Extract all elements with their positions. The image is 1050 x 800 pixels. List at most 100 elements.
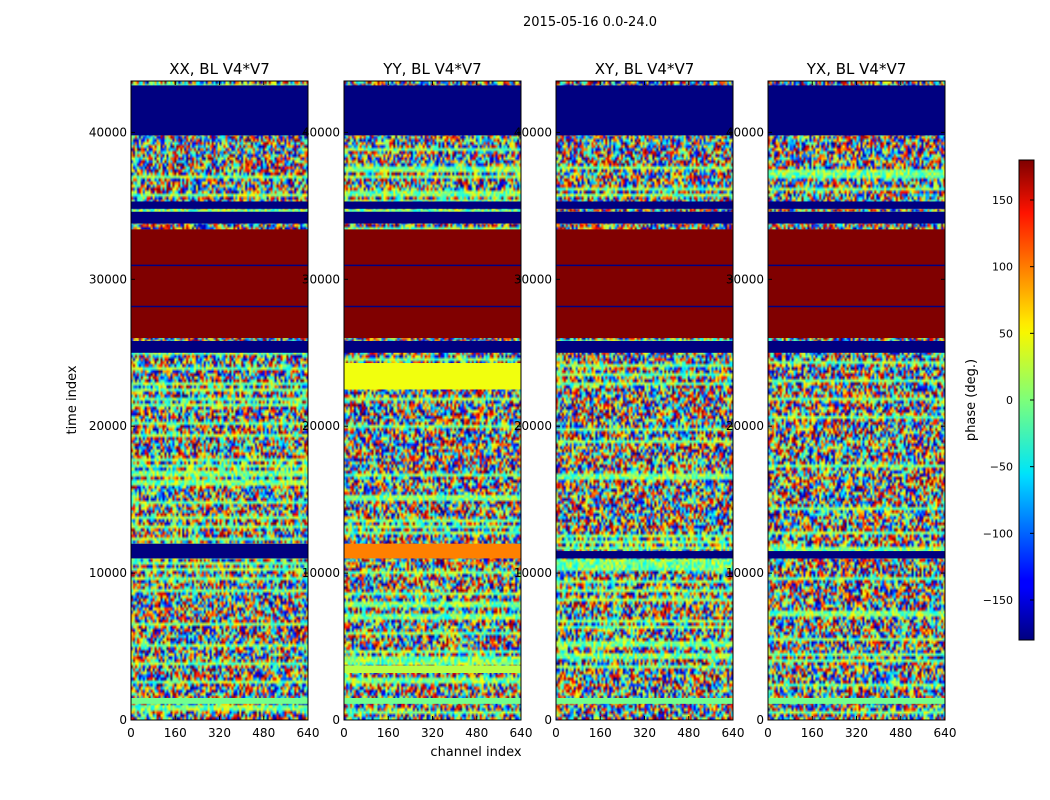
y-axis-label: time index [65, 365, 80, 434]
x-tick-label: 320 [633, 726, 656, 740]
phase-band [344, 229, 521, 339]
y-tick-label: 0 [756, 713, 764, 727]
phase-band [556, 211, 733, 224]
heatmap-panels: XX, BL V4*V7 0 160 320 480 640 0 10000 20000 3000… [89, 60, 957, 740]
x-tick-label: 480 [889, 726, 912, 740]
phase-band [556, 201, 733, 209]
phase-band [768, 201, 945, 209]
panel-4: YX, BL V4*V7 0 160 320 480 640 0 10000 20000 3000… [726, 60, 957, 740]
x-axis-label: channel index [430, 745, 521, 760]
band-line [131, 305, 308, 308]
y-tick-label: 30000 [89, 272, 127, 286]
phase-band [768, 551, 945, 559]
y-tick-label: 30000 [726, 272, 764, 286]
colorbar-tick-label: −50 [990, 461, 1013, 474]
x-tick-label: 480 [465, 726, 488, 740]
phase-band [768, 211, 945, 224]
phase-band [768, 229, 945, 339]
colorbar-tick-label: −100 [983, 527, 1013, 540]
phase-band [556, 341, 733, 353]
phase-band [131, 211, 308, 224]
y-tick-label: 10000 [89, 566, 127, 580]
x-tick-label: 640 [722, 726, 745, 740]
x-tick-label: 480 [677, 726, 700, 740]
band-line [768, 264, 945, 267]
x-tick-label: 160 [801, 726, 824, 740]
phase-band [768, 85, 945, 136]
y-tick-label: 10000 [726, 566, 764, 580]
phase-band [344, 665, 521, 673]
band-line [344, 264, 521, 267]
panel-title: YY, BL V4*V7 [382, 60, 481, 78]
heatmap-noise-4 [768, 81, 945, 720]
x-tick-label: 640 [297, 726, 320, 740]
y-tick-label: 30000 [514, 272, 552, 286]
colorbar-tick-label: 0 [1006, 394, 1013, 407]
band-line [768, 305, 945, 308]
phase-band [768, 697, 945, 704]
phase-band [344, 341, 521, 353]
heatmap-noise-3 [556, 81, 733, 720]
y-tick-label: 30000 [302, 272, 340, 286]
panel-3: XY, BL V4*V7 0 160 320 480 640 0 10000 20000 3000… [514, 60, 745, 740]
phase-band [556, 697, 733, 704]
y-tick-label: 0 [544, 713, 552, 727]
x-tick-label: 320 [421, 726, 444, 740]
y-tick-label: 20000 [89, 419, 127, 433]
x-tick-label: 640 [510, 726, 533, 740]
y-tick-label: 20000 [726, 419, 764, 433]
phase-band [344, 85, 521, 136]
phase-band [131, 697, 308, 704]
colorbar-tick-label: 100 [992, 261, 1013, 274]
phase-band [131, 341, 308, 353]
y-tick-label: 40000 [89, 125, 127, 139]
band-line [131, 264, 308, 267]
phase-band [556, 85, 733, 136]
figure-suptitle: 2015-05-16 0.0-24.0 [523, 15, 657, 30]
phase-band [344, 363, 521, 390]
colorbar-label: phase (deg.) [964, 359, 979, 441]
band-line [556, 305, 733, 308]
x-tick-label: 480 [252, 726, 275, 740]
x-tick-label: 0 [340, 726, 348, 740]
x-tick-label: 0 [127, 726, 135, 740]
y-tick-label: 20000 [302, 419, 340, 433]
phase-band [131, 543, 308, 559]
colorbar: −150 −100 −50 0 50 100 150 phase (deg.) [964, 159, 1035, 641]
phase-band [768, 341, 945, 353]
phase-band [131, 229, 308, 339]
panel-title: XY, BL V4*V7 [595, 60, 695, 78]
phase-band [556, 551, 733, 559]
y-tick-label: 10000 [302, 566, 340, 580]
panel-1: XX, BL V4*V7 0 160 320 480 640 0 10000 20000 3000… [89, 60, 320, 740]
colorbar-ticks: −150 −100 −50 0 50 100 150 [983, 194, 1034, 607]
x-tick-label: 0 [552, 726, 560, 740]
x-tick-label: 0 [764, 726, 772, 740]
x-tick-label: 320 [845, 726, 868, 740]
band-line [556, 264, 733, 267]
x-tick-label: 160 [164, 726, 187, 740]
phase-band [131, 201, 308, 209]
phase-band [344, 543, 521, 559]
y-tick-label: 40000 [302, 125, 340, 139]
x-tick-label: 320 [208, 726, 231, 740]
colorbar-tick-label: 50 [999, 327, 1013, 340]
panel-2: YY, BL V4*V7 0 160 320 480 640 0 10000 20000 3000… [302, 60, 533, 740]
phase-band [344, 211, 521, 224]
y-tick-label: 0 [332, 713, 340, 727]
heatmap-noise-2 [344, 81, 521, 720]
heatmap-noise-1 [131, 81, 308, 720]
x-tick-label: 160 [589, 726, 612, 740]
y-tick-label: 10000 [514, 566, 552, 580]
phase-band [556, 229, 733, 339]
panel-title: YX, BL V4*V7 [806, 60, 907, 78]
colorbar-tick-label: −150 [983, 594, 1013, 607]
x-tick-label: 640 [934, 726, 957, 740]
x-tick-label: 160 [377, 726, 400, 740]
y-tick-label: 20000 [514, 419, 552, 433]
phase-band [344, 201, 521, 209]
y-tick-label: 40000 [726, 125, 764, 139]
y-tick-label: 0 [119, 713, 127, 727]
y-tick-label: 40000 [514, 125, 552, 139]
